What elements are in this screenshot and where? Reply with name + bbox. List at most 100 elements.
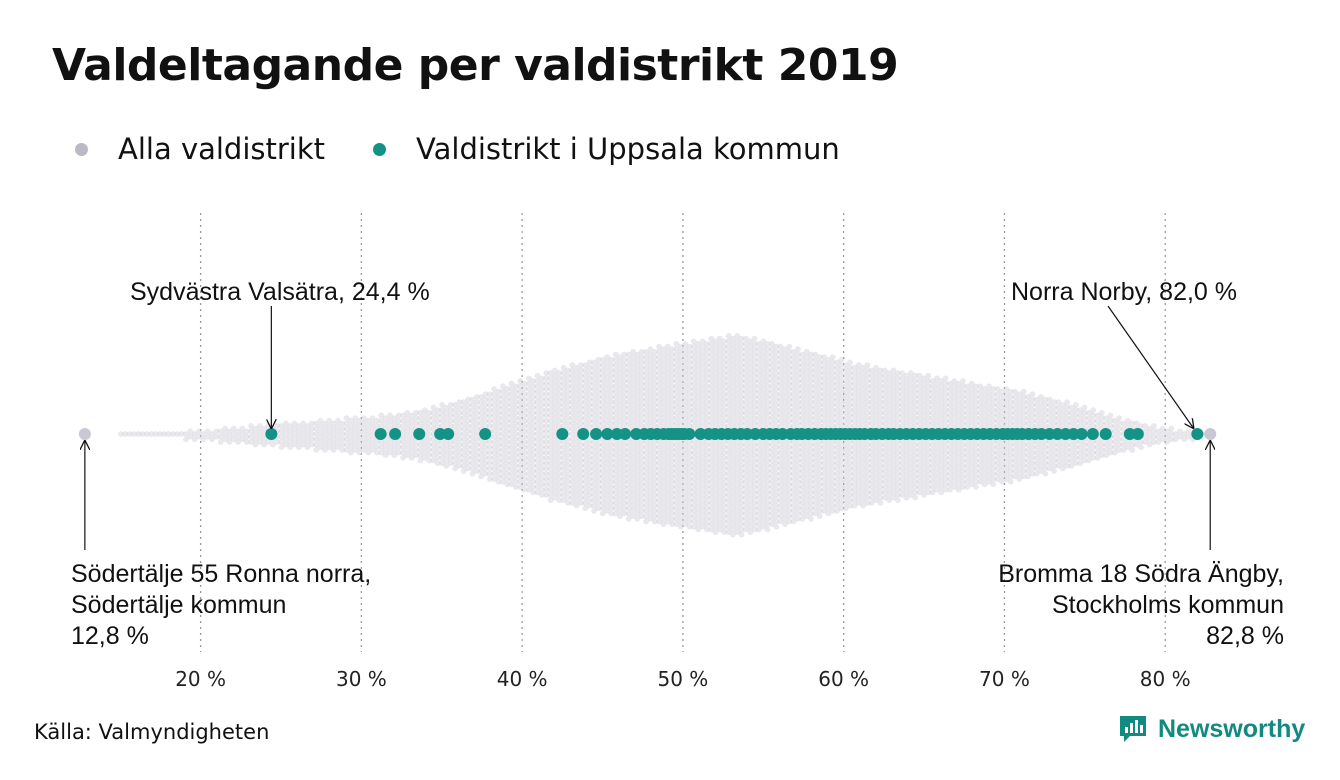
- district-point: [890, 457, 897, 464]
- district-point: [929, 468, 936, 474]
- district-point: [955, 465, 962, 472]
- district-point: [434, 444, 441, 451]
- district-point: [916, 478, 923, 485]
- district-point: [864, 383, 871, 390]
- district-point: [873, 364, 880, 371]
- district-point: [604, 412, 610, 419]
- district-point: [552, 367, 558, 374]
- district-point: [686, 348, 693, 355]
- district-point: [925, 420, 932, 427]
- district-point: [808, 489, 814, 496]
- district-point: [664, 439, 671, 445]
- district-point: [456, 409, 463, 416]
- district-point: [382, 452, 389, 459]
- district-point: [738, 531, 745, 538]
- district-point: [391, 415, 398, 421]
- district-point: [760, 481, 767, 488]
- district-point: [721, 486, 728, 493]
- district-point: [578, 500, 584, 506]
- district-point: [1020, 462, 1027, 469]
- district-point: [769, 383, 775, 390]
- district-point: [1068, 457, 1075, 464]
- district-point: [981, 470, 988, 477]
- district-point: [868, 473, 875, 480]
- district-point: [638, 465, 645, 472]
- district-point: [1111, 433, 1118, 440]
- district-point: [799, 462, 806, 469]
- district-point: [907, 391, 914, 398]
- district-point: [903, 388, 910, 395]
- district-point: [994, 444, 1001, 451]
- district-point: [712, 513, 719, 520]
- district-point: [660, 420, 667, 427]
- district-point: [582, 383, 589, 390]
- district-point: [690, 507, 697, 514]
- district-point: [621, 494, 628, 501]
- district-point: [643, 454, 649, 461]
- district-point: [356, 428, 363, 435]
- district-point: [829, 465, 836, 472]
- district-point: [708, 356, 715, 363]
- district-point: [690, 386, 697, 392]
- district-point: [139, 431, 146, 437]
- district-point: [495, 415, 502, 421]
- district-point: [743, 484, 749, 490]
- district-point: [864, 420, 871, 427]
- district-point: [599, 372, 606, 379]
- district-point: [916, 378, 923, 384]
- district-point: [947, 486, 953, 493]
- district-point: [716, 478, 723, 485]
- district-point: [842, 447, 849, 453]
- district-point: [951, 394, 958, 400]
- district-point: [1051, 447, 1058, 453]
- district-point: [499, 462, 506, 469]
- district-point: [847, 417, 853, 424]
- district-point: [660, 404, 667, 411]
- district-point: [708, 478, 715, 485]
- district-point: [725, 460, 732, 467]
- district-point: [903, 383, 910, 390]
- district-point: [539, 492, 545, 498]
- district-point: [287, 428, 294, 435]
- district-point: [734, 486, 741, 493]
- district-point: [808, 367, 814, 374]
- district-point: [929, 484, 936, 490]
- district-point: [673, 388, 680, 395]
- district-point: [855, 383, 862, 390]
- district-point: [777, 364, 784, 371]
- district-point: [617, 412, 623, 419]
- district-point: [777, 492, 784, 498]
- district-point: [677, 423, 684, 429]
- district-point: [708, 484, 715, 490]
- district-point: [569, 415, 576, 421]
- district-point: [808, 478, 814, 485]
- district-point: [478, 468, 485, 474]
- district-point: [539, 433, 545, 440]
- district-point: [1003, 386, 1010, 392]
- district-point: [1042, 465, 1049, 472]
- district-point: [964, 484, 971, 490]
- district-point: [638, 507, 645, 514]
- district-point: [760, 439, 767, 445]
- district-point: [847, 492, 853, 498]
- district-point: [855, 420, 862, 427]
- uppsala-district-point: [413, 428, 426, 440]
- district-point: [543, 486, 550, 493]
- district-point: [252, 431, 259, 437]
- district-point: [829, 359, 836, 366]
- district-point: [795, 383, 801, 390]
- district-point: [530, 404, 537, 411]
- district-point: [308, 431, 315, 437]
- district-point: [426, 457, 432, 464]
- district-point: [178, 431, 185, 437]
- district-point: [647, 510, 654, 517]
- district-point: [799, 409, 806, 416]
- district-point: [799, 399, 806, 406]
- district-point: [647, 383, 654, 390]
- district-point: [920, 375, 927, 382]
- district-point: [847, 486, 853, 493]
- annotation-label: Bromma 18 Södra Ängby,: [998, 560, 1284, 588]
- district-point: [508, 428, 515, 435]
- district-point: [708, 409, 715, 416]
- district-point: [907, 407, 914, 414]
